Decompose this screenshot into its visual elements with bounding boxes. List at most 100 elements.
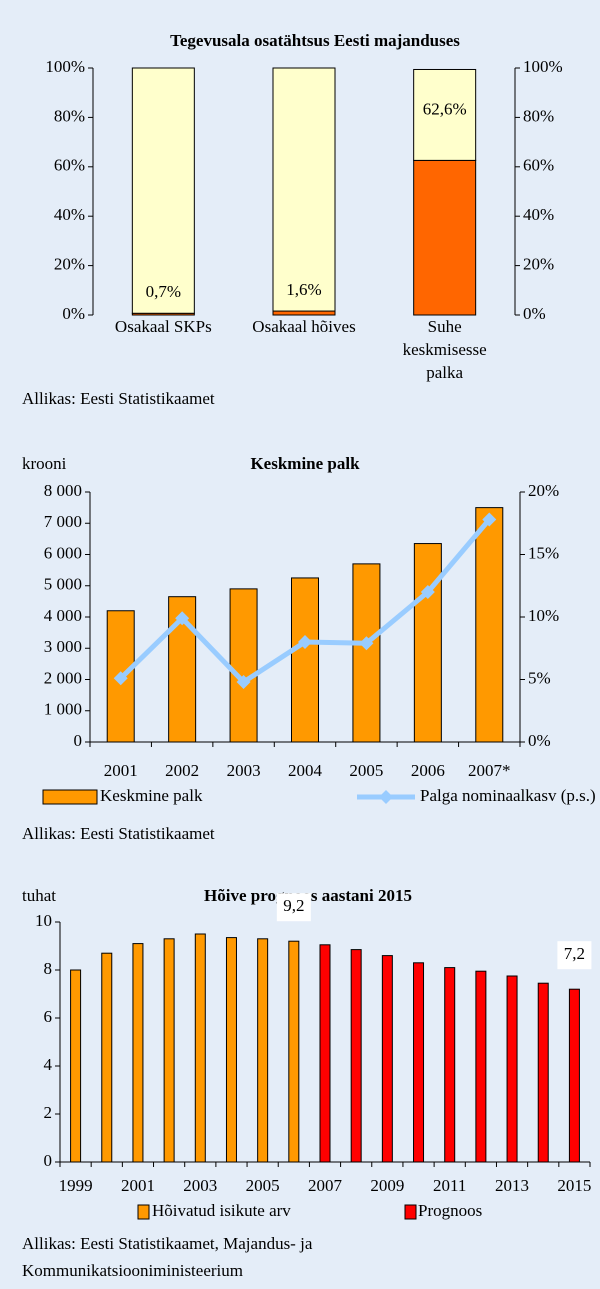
y2-tick-label: 60%: [523, 156, 554, 175]
y-tick-label: 4 000: [44, 606, 82, 625]
y-tick-label: 0: [74, 731, 83, 750]
bar: [288, 940, 300, 1163]
y-tick-label: 1 000: [44, 700, 82, 719]
chart-title: Tegevusala osatähtsus Eesti majanduses: [170, 31, 460, 50]
y-tick-label: 2: [44, 1103, 53, 1122]
line-marker: [113, 671, 128, 686]
y-tick-label: 10: [35, 911, 52, 930]
bar: [101, 952, 113, 1163]
y-tick-label: 6: [44, 1007, 53, 1026]
y-tick-label: 2 000: [44, 668, 82, 687]
axis-label: krooni: [22, 454, 67, 473]
x-tick-label: Osakaal hõives: [252, 317, 356, 336]
bar: [70, 969, 82, 1163]
x-tick-label: 2015: [557, 1176, 591, 1195]
legend-label: Hõivatud isikute arv: [152, 1201, 291, 1220]
data-label: 0,7%: [146, 282, 181, 301]
legend-marker: [379, 790, 393, 804]
x-tick-label: 2003: [227, 761, 261, 780]
bar: [413, 159, 477, 316]
y2-tick-label: 0%: [528, 731, 551, 750]
y-tick-label: 8: [44, 959, 53, 978]
line-marker: [175, 611, 190, 626]
x-tick-label: Osakaal SKPs: [114, 317, 212, 336]
x-tick-label: 2005: [349, 761, 383, 780]
source: Allikas: Eesti Statistikaamet: [22, 389, 215, 408]
x-tick-label: Suhe keskmisesse palka: [402, 317, 487, 382]
legend-swatch: [404, 1204, 417, 1220]
bar: [272, 67, 336, 312]
bar: [163, 938, 175, 1163]
bar: [257, 938, 269, 1163]
source: Allikas: Eesti Statistikaamet, Majandus-…: [22, 1234, 313, 1253]
bar: [413, 962, 425, 1163]
y-tick-label: 40%: [54, 205, 85, 224]
axis-label: tuhat: [22, 886, 56, 905]
y-tick-label: 0%: [62, 304, 85, 323]
x-tick-label: 2013: [495, 1176, 529, 1195]
bar: [272, 310, 336, 316]
line-marker: [298, 635, 312, 649]
x-tick-label: 2005: [246, 1176, 280, 1195]
y-tick-label: 6 000: [44, 543, 82, 562]
source: Kommunikatsiooniministeerium: [22, 1261, 243, 1280]
x-tick-label: 2001: [104, 761, 138, 780]
line-marker: [236, 675, 251, 689]
legend-label: Palga nominaalkasv (p.s.): [420, 786, 596, 805]
y-tick-label: 100%: [45, 57, 85, 76]
data-label: 7,2: [564, 944, 585, 963]
y-tick-label: 0: [44, 1151, 53, 1170]
line-marker: [420, 585, 435, 599]
bar: [537, 982, 549, 1163]
y-tick-label: 60%: [54, 156, 85, 175]
x-tick-label: 2007: [308, 1176, 343, 1195]
y-tick-label: 20%: [54, 255, 85, 274]
bar: [229, 588, 258, 743]
bar: [291, 577, 319, 743]
y-tick-label: 8 000: [44, 481, 82, 500]
bar: [506, 975, 518, 1163]
y2-tick-label: 100%: [523, 57, 563, 76]
y-tick-label: 3 000: [44, 637, 82, 656]
bar: [194, 933, 206, 1163]
y2-tick-label: 10%: [528, 606, 559, 625]
bar: [350, 949, 362, 1163]
bar: [352, 563, 381, 743]
y-tick-label: 5 000: [44, 575, 82, 594]
x-tick-label: 2007*: [468, 761, 511, 780]
bar: [413, 543, 442, 743]
y2-tick-label: 5%: [528, 668, 551, 687]
chart-title: Keskmine palk: [250, 454, 360, 473]
legend-label: Keskmine palk: [100, 786, 203, 805]
bar: [413, 68, 477, 161]
data-label: 1,6%: [286, 280, 321, 299]
x-tick-label: 2002: [165, 761, 199, 780]
line-marker: [359, 636, 374, 651]
bar: [475, 507, 504, 743]
data-label: 9,2: [283, 896, 304, 915]
legend-swatch: [42, 789, 98, 805]
bar: [475, 970, 487, 1163]
bar: [225, 937, 237, 1163]
y2-tick-label: 40%: [523, 205, 554, 224]
bar: [444, 967, 456, 1163]
y2-tick-label: 15%: [528, 543, 559, 562]
y2-tick-label: 20%: [528, 481, 559, 500]
y2-tick-label: 80%: [523, 106, 554, 125]
legend-swatch: [137, 1204, 150, 1220]
y2-tick-label: 20%: [523, 255, 554, 274]
y-tick-label: 7 000: [44, 512, 82, 531]
y-tick-label: 4: [44, 1055, 53, 1074]
x-tick-label-box: Osakaal SKPs: [114, 317, 212, 336]
bar: [568, 988, 580, 1163]
x-tick-label: 2004: [288, 761, 323, 780]
x-tick-label-box: Osakaal hõives: [252, 317, 356, 336]
x-tick-label: 2003: [183, 1176, 217, 1195]
x-tick-label: 2009: [370, 1176, 404, 1195]
x-tick-label: 2001: [121, 1176, 155, 1195]
line-marker: [482, 512, 497, 527]
data-label-box: [276, 893, 311, 922]
x-tick-label: 2006: [411, 761, 445, 780]
